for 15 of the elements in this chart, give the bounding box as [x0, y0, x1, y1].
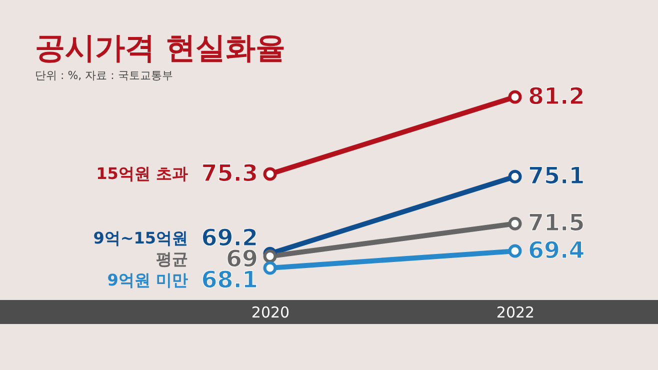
- text: 15억원 초과: [96, 164, 188, 184]
- x-tick-label: 2020: [251, 304, 290, 322]
- x-tick-label: 2022: [496, 304, 535, 322]
- chart-subtitle: 단위 : %, 자료 : 국토교통부: [35, 68, 173, 82]
- data-label: 71.5: [528, 210, 585, 237]
- data-label: 75.3: [201, 161, 258, 188]
- text: 9억~15억원: [93, 228, 188, 248]
- data-label: 69.2: [201, 225, 258, 252]
- data-label: 81.2: [528, 84, 585, 110]
- data-label: 69.4: [528, 238, 585, 264]
- data-label: 68.1: [201, 267, 258, 294]
- text: 평균: [156, 249, 188, 268]
- text: 9억원 미만: [107, 270, 188, 290]
- chart-title: 공시가격 현실화율: [35, 30, 286, 66]
- data-label: 75.1: [528, 164, 585, 190]
